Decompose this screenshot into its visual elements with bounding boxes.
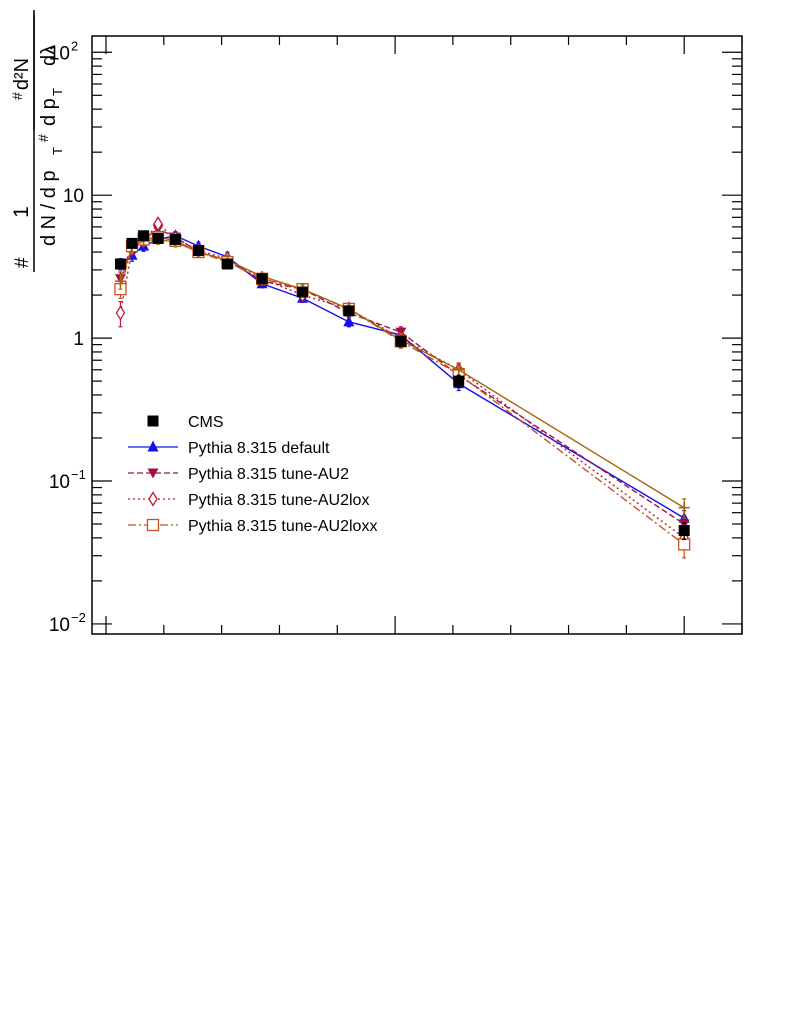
y-title-fraction-denominator-sub: T xyxy=(50,88,65,96)
y-title-numerator: 1 xyxy=(10,206,33,218)
legend-label: Pythia 8.315 default xyxy=(188,440,330,457)
y-title-fraction-hash: # xyxy=(9,92,25,100)
data-point xyxy=(126,237,138,249)
data-point xyxy=(153,216,163,232)
y-tick-label: 10 −1 xyxy=(49,467,86,493)
legend: CMS Pythia 8.315 default Pythia 8.315 tune… xyxy=(128,414,377,535)
legend-marker xyxy=(148,491,158,507)
legend-entry: Pythia 8.315 tune-AU2lox xyxy=(128,491,369,509)
data-point xyxy=(152,232,164,244)
legend-marker xyxy=(146,518,160,532)
data-point xyxy=(453,364,465,376)
y-tick-label: 1 xyxy=(73,329,84,350)
y-tick-label-base: 1 xyxy=(73,329,84,350)
legend-entry: Pythia 8.315 default xyxy=(128,440,330,457)
y-tick-label-base: 10 xyxy=(49,43,70,64)
data-point xyxy=(138,230,150,242)
y-tick-label: 10 xyxy=(63,186,84,207)
y-title-fraction-numerator: d²N xyxy=(11,58,33,90)
data-point xyxy=(114,258,126,270)
y-tick-label-base: 10 xyxy=(63,186,84,207)
data-point xyxy=(297,286,309,298)
data-point xyxy=(678,525,690,537)
data-point xyxy=(169,233,181,245)
legend-entry: Pythia 8.315 tune-AU2 xyxy=(128,466,349,483)
y-title-denominator-sub: T xyxy=(50,147,65,155)
y-title-denominator: d N / d p xyxy=(38,170,60,246)
y-title-denominator-hash: # xyxy=(35,134,51,142)
y-tick-label-base: 10 xyxy=(49,472,70,493)
y-title-fraction-denominator: d p xyxy=(38,98,60,126)
data-point xyxy=(343,315,355,327)
y-tick-label: 10 2 xyxy=(49,38,78,64)
plot-frame xyxy=(91,35,743,635)
data-point xyxy=(114,275,126,287)
legend-entry: Pythia 8.315 tune-AU2loxx xyxy=(128,518,377,535)
data-point xyxy=(395,335,407,347)
legend-label: CMS xyxy=(188,414,224,431)
legend-label: Pythia 8.315 tune-AU2 xyxy=(188,466,349,483)
legend-marker xyxy=(147,415,159,427)
data-point xyxy=(678,538,691,551)
legend-marker xyxy=(147,440,159,452)
y-tick-label-exponent: 2 xyxy=(71,38,78,53)
y-tick-label-exponent: −1 xyxy=(71,467,86,482)
data-point xyxy=(115,305,126,321)
data-point xyxy=(453,375,465,387)
data-point xyxy=(256,273,268,285)
y-title-prefix: # xyxy=(12,257,33,268)
data-point xyxy=(678,502,690,514)
y-tick-label-exponent: −2 xyxy=(71,610,86,625)
y-title-fraction-denominator-tail: dλ xyxy=(38,45,60,66)
data-point xyxy=(193,245,205,257)
data-point xyxy=(343,305,355,317)
legend-marker xyxy=(147,468,159,479)
legend-label: Pythia 8.315 tune-AU2loxx xyxy=(188,518,377,535)
y-tick-label: 10 −2 xyxy=(49,610,86,636)
legend-label: Pythia 8.315 tune-AU2lox xyxy=(188,492,369,509)
legend-entry: CMS xyxy=(147,414,224,431)
y-axis-title: # 1 d N / d p T # d²N d p T dλ # xyxy=(9,10,65,272)
y-tick-label-base: 10 xyxy=(49,615,70,636)
data-point xyxy=(221,258,233,270)
series-0 xyxy=(114,230,690,541)
plot-area xyxy=(114,216,691,559)
